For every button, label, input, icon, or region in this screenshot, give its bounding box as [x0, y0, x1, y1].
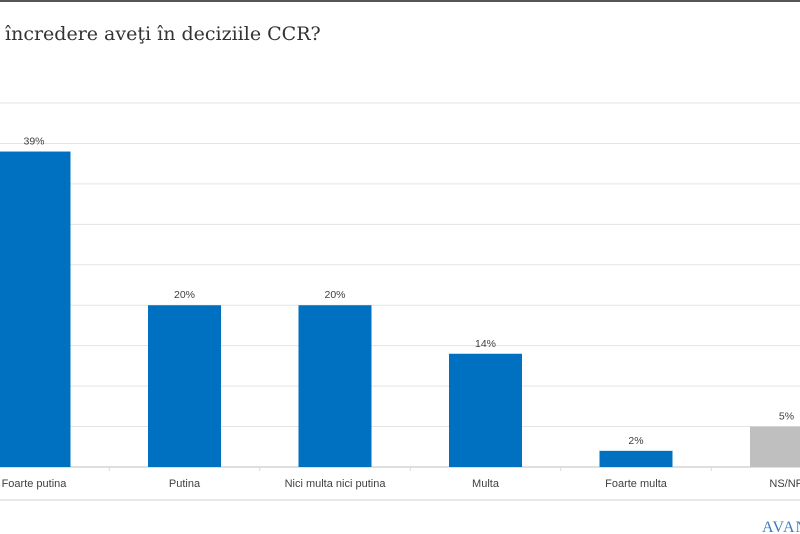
data-label: 20%	[174, 289, 195, 301]
bar	[449, 353, 522, 467]
category-label: Nici multa nici putina	[285, 478, 387, 490]
category-label: Foarte putina	[2, 478, 68, 490]
data-label: 14%	[475, 338, 496, 350]
bar	[298, 305, 372, 467]
chart-title: încredere aveţi în deciziile CCR?	[5, 23, 321, 45]
data-label: 39%	[23, 136, 44, 148]
category-label: Multa	[472, 478, 500, 490]
bar	[148, 305, 221, 467]
data-label: 2%	[628, 435, 643, 447]
logo: AVAN	[762, 519, 800, 534]
bar	[599, 450, 673, 467]
bar	[750, 426, 800, 467]
category-label: NS/NR	[769, 478, 800, 490]
category-label: Foarte multa	[605, 478, 668, 490]
bar	[0, 151, 71, 468]
data-label: 5%	[779, 411, 794, 423]
category-label: Putina	[169, 478, 201, 490]
data-label: 20%	[324, 289, 345, 301]
